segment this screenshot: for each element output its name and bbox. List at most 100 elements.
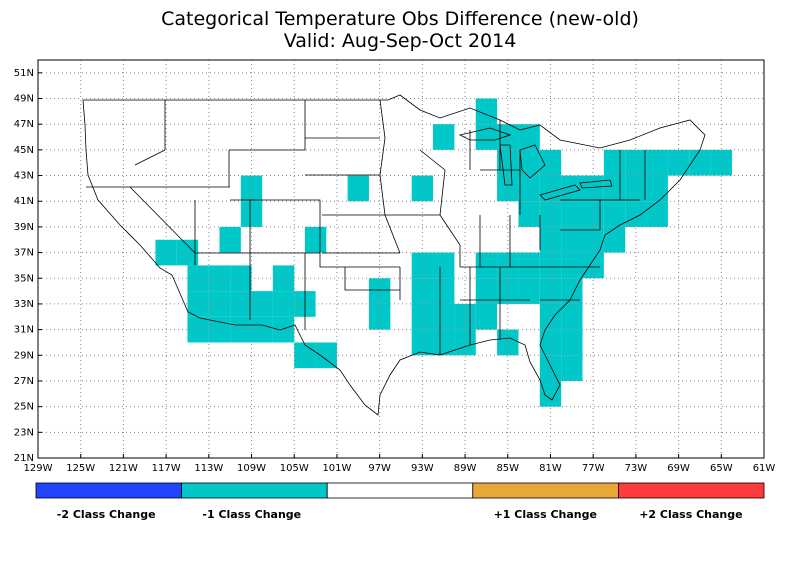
lon-tick-label: 109W — [237, 463, 266, 474]
cell-minus1 — [582, 201, 604, 227]
lat-tick-label: 23N — [14, 427, 34, 438]
cell-minus1 — [518, 124, 540, 150]
graticule — [38, 60, 764, 458]
legend-label: +2 Class Change — [639, 508, 743, 521]
lat-tick-label: 39N — [14, 222, 34, 233]
legend-swatch — [35, 482, 183, 499]
lat-tick-label: 47N — [14, 119, 34, 130]
cell-minus1 — [497, 278, 519, 304]
cell-minus1 — [208, 291, 231, 317]
lon-tick-label: 97W — [368, 463, 391, 474]
lon-tick-label: 85W — [496, 463, 519, 474]
lat-tick-label: 31N — [14, 325, 34, 336]
lon-tick-label: 101W — [322, 463, 351, 474]
cell-minus1 — [433, 329, 455, 356]
lon-tick-label: 69W — [667, 463, 690, 474]
cell-minus1 — [230, 291, 252, 317]
cell-minus1 — [497, 329, 519, 356]
cell-minus1 — [561, 355, 583, 381]
lat-tick-label: 27N — [14, 376, 34, 387]
cell-minus1 — [561, 303, 583, 330]
cell-minus1 — [667, 149, 690, 176]
lat-tick-label: 41N — [14, 196, 34, 207]
cell-minus1 — [411, 252, 434, 279]
cell-minus1 — [561, 252, 583, 279]
great-lakes — [458, 127, 613, 201]
cell-minus1 — [230, 316, 252, 343]
cell-minus1 — [561, 329, 583, 356]
state-borders — [82, 94, 706, 416]
lat-tick-label: 21N — [14, 453, 34, 464]
legend-label: -1 Class Change — [202, 508, 302, 521]
lat-tick-label: 25N — [14, 402, 34, 413]
lat-tick-label: 43N — [14, 171, 34, 182]
state-lines — [86, 99, 646, 355]
cell-minus1 — [539, 226, 562, 253]
cell-minus1 — [454, 329, 476, 356]
lon-tick-label: 61W — [753, 463, 776, 474]
cell-minus1 — [603, 201, 626, 227]
cell-minus1 — [603, 175, 626, 202]
cell-minus1 — [433, 124, 455, 150]
cell-minus1 — [539, 329, 562, 356]
cell-minus1 — [561, 175, 583, 202]
cell-minus1 — [561, 201, 583, 227]
cell-minus1 — [433, 252, 455, 279]
lon-tick-label: 113W — [194, 463, 223, 474]
cell-minus1 — [646, 149, 668, 176]
cell-minus1 — [561, 278, 583, 304]
lon-tick-label: 77W — [582, 463, 605, 474]
legend-swatch — [326, 482, 474, 499]
legend-label: -2 Class Change — [56, 508, 156, 521]
cell-minus1 — [475, 278, 498, 304]
legend-swatch — [472, 482, 619, 499]
cell-minus1 — [582, 252, 604, 279]
cell-minus1 — [518, 175, 540, 202]
lon-tick-label: 73W — [625, 463, 648, 474]
lon-tick-label: 105W — [280, 463, 309, 474]
cell-minus1 — [272, 291, 295, 317]
cells-layer — [155, 98, 732, 407]
us-outline — [82, 94, 706, 416]
cell-minus1 — [208, 265, 231, 292]
cell-minus1 — [347, 175, 369, 202]
cell-minus1 — [475, 98, 498, 125]
cell-minus1 — [433, 303, 455, 330]
lat-tick-label: 29N — [14, 350, 34, 361]
cell-minus1 — [294, 342, 316, 369]
cell-minus1 — [539, 201, 562, 227]
cell-minus1 — [539, 252, 562, 279]
lat-tick-label: 33N — [14, 299, 34, 310]
cell-minus1 — [230, 265, 252, 292]
map-subtitle: Valid: Aug-Sep-Oct 2014 — [283, 30, 517, 52]
cell-minus1 — [539, 278, 562, 304]
lat-tick-label: 45N — [14, 145, 34, 156]
cell-minus1 — [646, 201, 668, 227]
lon-tick-label: 125W — [66, 463, 95, 474]
cell-minus1 — [497, 252, 519, 279]
cell-minus1 — [518, 201, 540, 227]
legend-swatch — [618, 482, 765, 499]
cell-minus1 — [475, 303, 498, 330]
cell-minus1 — [689, 149, 711, 176]
cell-minus1 — [539, 149, 562, 176]
cell-minus1 — [176, 239, 199, 266]
lat-tick-label: 35N — [14, 273, 34, 284]
cell-minus1 — [625, 201, 647, 227]
legend-bar — [35, 482, 765, 499]
cell-minus1 — [603, 149, 626, 176]
cell-minus1 — [710, 149, 732, 176]
cell-minus1 — [497, 124, 519, 150]
cell-minus1 — [475, 124, 498, 150]
cell-minus1 — [272, 265, 295, 292]
cell-minus1 — [582, 226, 604, 253]
cell-minus1 — [240, 201, 263, 227]
lon-tick-label: 65W — [710, 463, 733, 474]
lon-tick-label: 93W — [411, 463, 434, 474]
map-border — [37, 59, 765, 459]
lon-tick-label: 81W — [539, 463, 562, 474]
cell-minus1 — [539, 380, 562, 407]
cell-minus1 — [561, 226, 583, 253]
cell-minus1 — [518, 252, 540, 279]
axis-ticks: 129W 125W 121W 117W 113W 109W 105W 101W 97W 93W 89… — [14, 68, 776, 474]
